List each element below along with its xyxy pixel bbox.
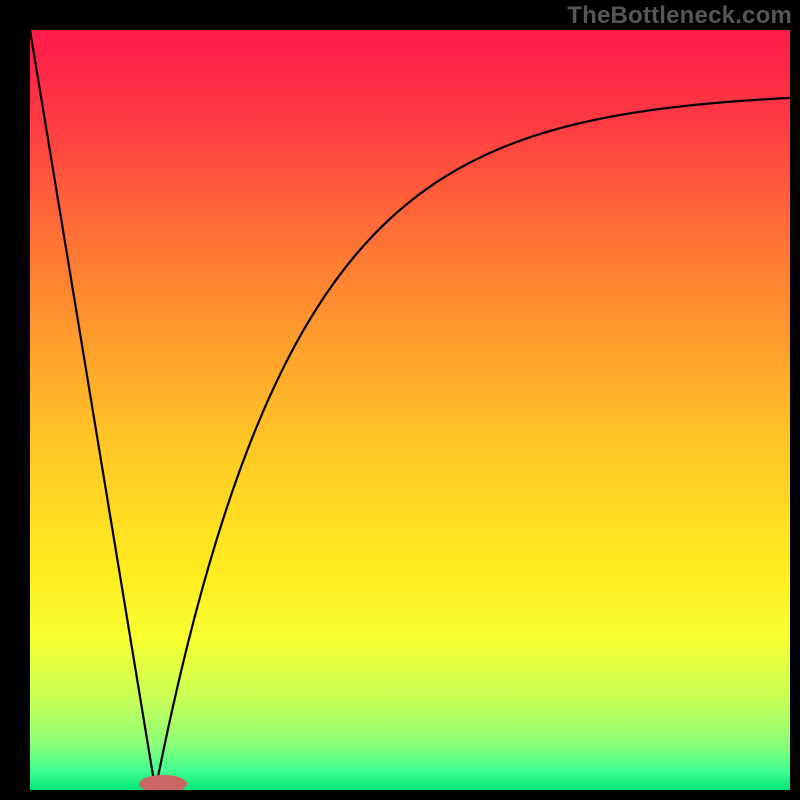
watermark-text: TheBottleneck.com (567, 2, 792, 30)
gradient-background (30, 30, 790, 790)
plot-area (30, 30, 790, 790)
chart-svg (30, 30, 790, 790)
chart-frame: TheBottleneck.com (0, 0, 800, 800)
